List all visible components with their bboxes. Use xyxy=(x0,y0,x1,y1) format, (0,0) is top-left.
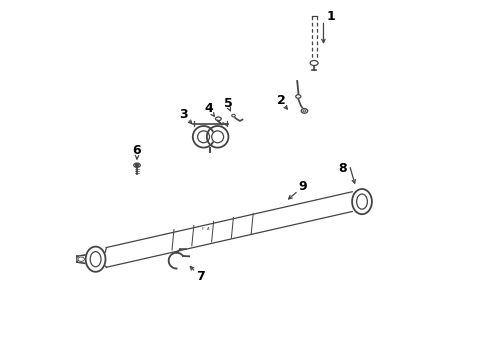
Ellipse shape xyxy=(86,247,105,272)
Text: 8: 8 xyxy=(339,162,347,175)
Ellipse shape xyxy=(303,110,306,112)
Ellipse shape xyxy=(301,108,308,113)
Text: 9: 9 xyxy=(298,180,307,193)
Ellipse shape xyxy=(197,131,210,143)
Ellipse shape xyxy=(134,163,140,167)
Ellipse shape xyxy=(90,252,101,267)
Text: 4: 4 xyxy=(205,102,213,115)
Circle shape xyxy=(136,164,139,167)
Ellipse shape xyxy=(310,60,318,66)
Ellipse shape xyxy=(296,95,301,98)
Text: 6: 6 xyxy=(133,144,141,157)
Text: 1: 1 xyxy=(327,10,336,23)
Ellipse shape xyxy=(193,126,215,148)
Ellipse shape xyxy=(232,114,235,117)
Text: 7: 7 xyxy=(196,270,204,283)
Ellipse shape xyxy=(352,189,372,214)
Ellipse shape xyxy=(207,126,228,148)
Ellipse shape xyxy=(78,257,84,261)
Text: 2: 2 xyxy=(277,94,285,107)
Text: F  A: F A xyxy=(201,228,209,231)
Ellipse shape xyxy=(212,131,223,143)
Text: 5: 5 xyxy=(224,97,232,110)
Text: 3: 3 xyxy=(179,108,188,121)
Ellipse shape xyxy=(216,117,221,121)
Ellipse shape xyxy=(357,194,368,209)
